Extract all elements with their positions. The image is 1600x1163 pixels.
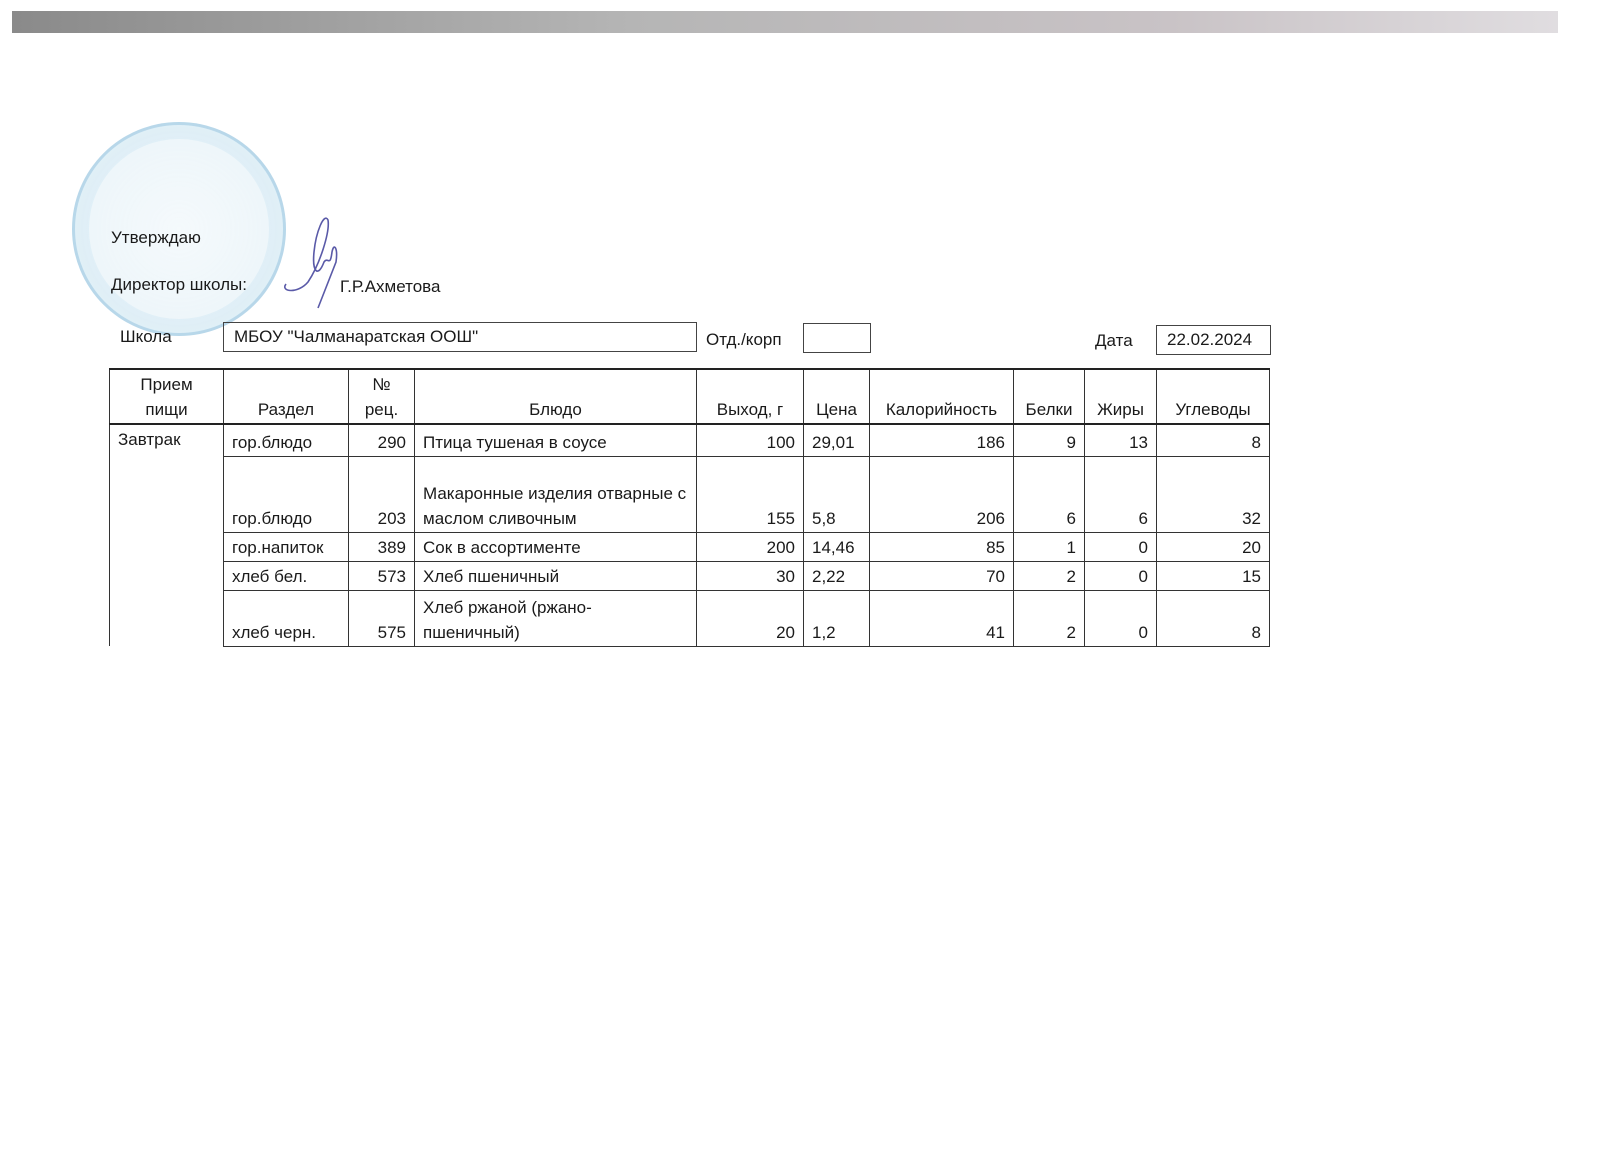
col-header: Прием пищи bbox=[109, 368, 224, 425]
school-field[interactable]: МБОУ "Чалманаратская ООШ" bbox=[223, 322, 697, 352]
cell-dish: Хлеб ржаной (ржано-пшеничный) bbox=[414, 589, 697, 647]
cell-price: 14,46 bbox=[803, 531, 870, 562]
date-label: Дата bbox=[1095, 331, 1133, 350]
col-header: Калорийность bbox=[869, 368, 1014, 425]
dept-field[interactable] bbox=[803, 323, 871, 353]
cell-yield: 100 bbox=[696, 423, 804, 457]
col-header: Белки bbox=[1013, 368, 1085, 425]
cell-carbs: 20 bbox=[1156, 531, 1270, 562]
cell-fat: 0 bbox=[1084, 531, 1157, 562]
cell-rec: 389 bbox=[348, 531, 415, 562]
cell-price: 1,2 bbox=[803, 589, 870, 647]
cell-protein: 2 bbox=[1013, 589, 1085, 647]
director-signature bbox=[284, 217, 338, 309]
cell-section: гор.напиток bbox=[223, 531, 349, 562]
cell-fat: 13 bbox=[1084, 423, 1157, 457]
cell-kcal: 85 bbox=[869, 531, 1014, 562]
cell-rec: 290 bbox=[348, 423, 415, 457]
cell-rec: 573 bbox=[348, 560, 415, 591]
meal-cell: Завтрак bbox=[109, 424, 224, 646]
cell-yield: 20 bbox=[696, 589, 804, 647]
cell-fat: 6 bbox=[1084, 455, 1157, 533]
cell-section: хлеб бел. bbox=[223, 560, 349, 591]
school-label: Школа bbox=[120, 327, 172, 346]
cell-dish: Макаронные изделия отварные с маслом сли… bbox=[414, 455, 697, 533]
table-header-row: Прием пищи Раздел № рец. Блюдо Выход, г … bbox=[109, 368, 1270, 425]
cell-fat: 0 bbox=[1084, 560, 1157, 591]
cell-protein: 9 bbox=[1013, 423, 1085, 457]
table-row: хлеб черн. 575 Хлеб ржаной (ржано-пшеничны… bbox=[110, 589, 1270, 647]
col-header: № рец. bbox=[348, 368, 415, 425]
menu-table: Прием пищи Раздел № рец. Блюдо Выход, г … bbox=[109, 368, 1270, 647]
cell-section: гор.блюдо bbox=[223, 423, 349, 457]
cell-rec: 203 bbox=[348, 455, 415, 533]
cell-dish: Птица тушеная в соусе bbox=[414, 423, 697, 457]
cell-protein: 1 bbox=[1013, 531, 1085, 562]
cell-section: гор.блюдо bbox=[223, 455, 349, 533]
approve-label: Утверждаю bbox=[111, 228, 201, 247]
cell-section: хлеб черн. bbox=[223, 589, 349, 647]
cell-fat: 0 bbox=[1084, 589, 1157, 647]
table-row: гор.блюдо 203 Макаронные изделия отварные … bbox=[110, 455, 1270, 533]
cell-rec: 575 bbox=[348, 589, 415, 647]
cell-carbs: 8 bbox=[1156, 423, 1270, 457]
cell-carbs: 15 bbox=[1156, 560, 1270, 591]
cell-carbs: 32 bbox=[1156, 455, 1270, 533]
dept-label: Отд./корп bbox=[706, 330, 782, 349]
table-row: гор.напиток 389 Сок в ассортименте 200 14,46… bbox=[110, 531, 1270, 562]
cell-dish: Сок в ассортименте bbox=[414, 531, 697, 562]
cell-kcal: 206 bbox=[869, 455, 1014, 533]
col-header: Углеводы bbox=[1156, 368, 1270, 425]
col-header: Жиры bbox=[1084, 368, 1157, 425]
director-name: Г.Р.Ахметова bbox=[340, 277, 441, 296]
cell-kcal: 41 bbox=[869, 589, 1014, 647]
col-header: Выход, г bbox=[696, 368, 804, 425]
cell-dish: Хлеб пшеничный bbox=[414, 560, 697, 591]
col-header: Блюдо bbox=[414, 368, 697, 425]
cell-protein: 6 bbox=[1013, 455, 1085, 533]
col-header: Цена bbox=[803, 368, 870, 425]
cell-protein: 2 bbox=[1013, 560, 1085, 591]
director-label: Директор школы: bbox=[111, 275, 247, 294]
cell-kcal: 186 bbox=[869, 423, 1014, 457]
scan-edge-bar bbox=[12, 11, 1558, 33]
cell-yield: 155 bbox=[696, 455, 804, 533]
cell-price: 2,22 bbox=[803, 560, 870, 591]
cell-price: 5,8 bbox=[803, 455, 870, 533]
table-row: Завтрак гор.блюдо 290 Птица тушеная в соусе… bbox=[109, 423, 1270, 646]
school-stamp bbox=[72, 122, 286, 336]
table-row: хлеб бел. 573 Хлеб пшеничный 30 2,22 70 2 0 15 bbox=[110, 560, 1270, 591]
date-field[interactable]: 22.02.2024 bbox=[1156, 325, 1271, 355]
cell-kcal: 70 bbox=[869, 560, 1014, 591]
col-header: Раздел bbox=[223, 368, 349, 425]
cell-yield: 30 bbox=[696, 560, 804, 591]
cell-carbs: 8 bbox=[1156, 589, 1270, 647]
cell-price: 29,01 bbox=[803, 423, 870, 457]
cell-yield: 200 bbox=[696, 531, 804, 562]
